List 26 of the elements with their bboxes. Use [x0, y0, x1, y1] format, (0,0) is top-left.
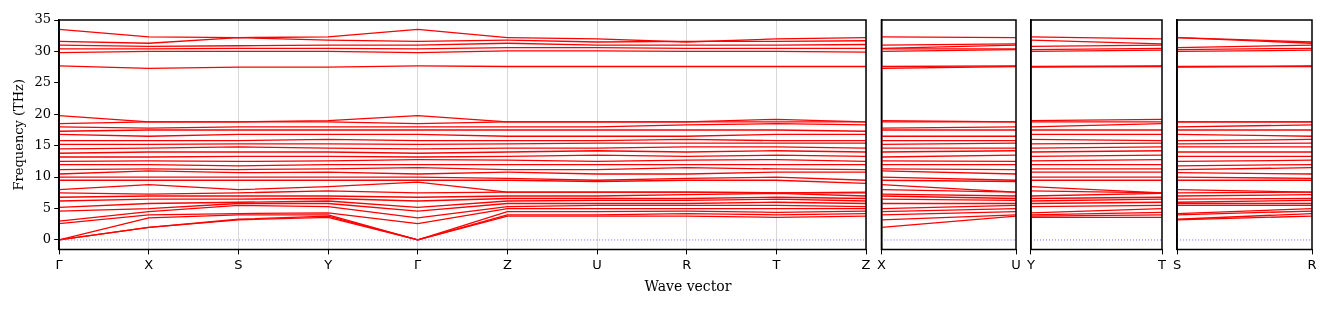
- x-axis-title: Wave vector: [643, 278, 733, 294]
- x-tick-label: Y: [1025, 256, 1035, 272]
- y-tick-label: 10: [34, 168, 52, 184]
- y-tick-label: 35: [34, 11, 52, 27]
- x-tick-label: U: [592, 256, 602, 272]
- x-tick-label: Γ: [55, 256, 64, 272]
- x-tick-label: R: [682, 256, 692, 272]
- x-tick-label: Z: [861, 256, 871, 272]
- x-tick-label: Γ: [414, 256, 423, 272]
- y-tick-label: 30: [34, 42, 52, 58]
- x-tick-label: S: [1172, 256, 1182, 272]
- x-tick-label: U: [1011, 256, 1021, 272]
- x-tick-label: T: [771, 256, 781, 272]
- y-tick-label: 20: [34, 105, 52, 121]
- x-tick-label: T: [1157, 256, 1167, 272]
- x-tick-label: X: [144, 256, 154, 272]
- y-tick-label: 0: [42, 231, 52, 247]
- x-tick-label: Z: [502, 256, 512, 272]
- x-tick-label: S: [234, 256, 243, 272]
- x-tick-label: Y: [323, 256, 333, 272]
- x-tick-label: X: [877, 256, 886, 272]
- x-tick-label: R: [1307, 256, 1317, 272]
- y-tick-label: 15: [34, 137, 52, 153]
- y-tick-label: 25: [34, 74, 52, 90]
- y-tick-label: 5: [42, 199, 52, 215]
- y-axis-title: Frequency (THz): [11, 78, 27, 191]
